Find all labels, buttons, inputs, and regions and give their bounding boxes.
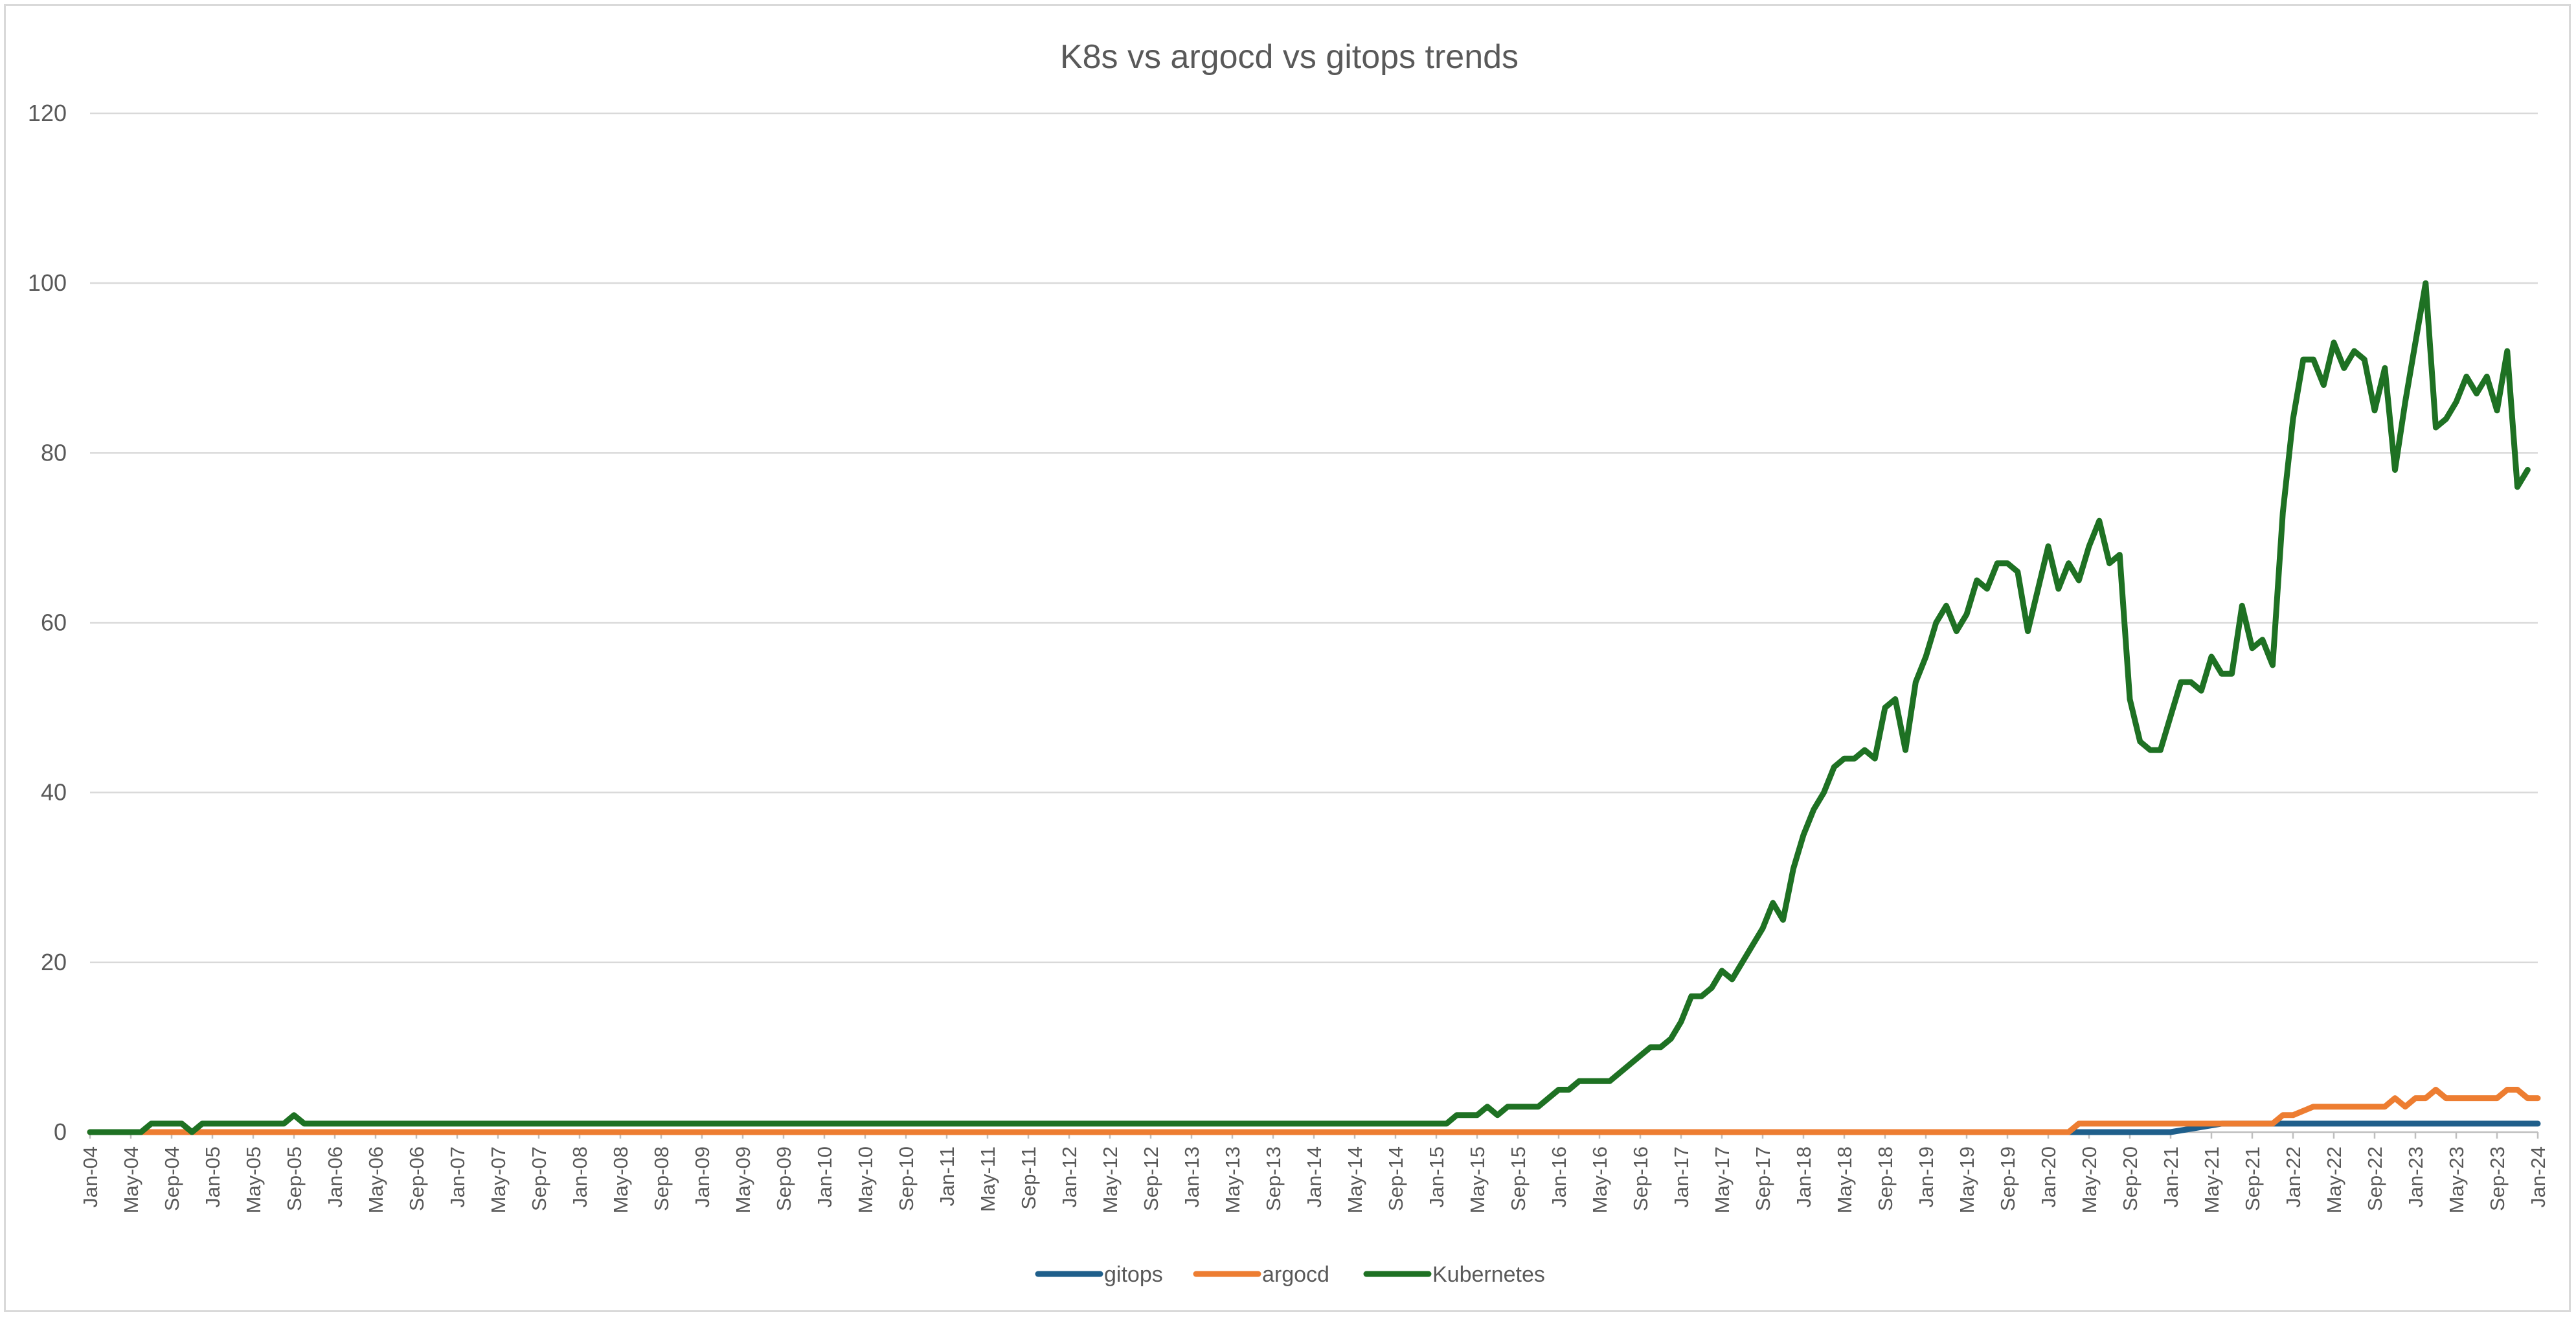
x-tick-label: Sep-16 bbox=[1629, 1146, 1652, 1211]
series-line-argocd bbox=[87, 1087, 2541, 1135]
legend-label-argocd: argocd bbox=[1262, 1262, 1329, 1287]
x-tick-label: Sep-18 bbox=[1874, 1146, 1897, 1211]
x-tick-label: Jan-21 bbox=[2160, 1146, 2182, 1208]
legend-label-gitops: gitops bbox=[1104, 1262, 1163, 1287]
x-tick-label: Jan-11 bbox=[936, 1146, 958, 1207]
legend: gitops argocd Kubernetes bbox=[1035, 1262, 1545, 1287]
x-tick-label: May-15 bbox=[1466, 1146, 1489, 1213]
x-tick-label: May-13 bbox=[1221, 1146, 1244, 1213]
y-tick-label: 120 bbox=[28, 100, 67, 126]
x-tick-label: Jan-09 bbox=[691, 1146, 714, 1208]
x-tick-label: Sep-14 bbox=[1384, 1146, 1407, 1211]
x-tick-label: May-22 bbox=[2323, 1146, 2345, 1213]
y-tick-label: 0 bbox=[54, 1119, 67, 1145]
x-tick-label: May-10 bbox=[854, 1146, 877, 1213]
x-tick-label: Jan-06 bbox=[324, 1146, 346, 1208]
x-tick-label: May-14 bbox=[1344, 1146, 1366, 1213]
y-axis-ticks: 0 20 40 60 80 100 120 bbox=[28, 100, 67, 1145]
x-tick-label: Sep-05 bbox=[283, 1146, 306, 1211]
x-tick-label: Jan-05 bbox=[201, 1146, 224, 1208]
x-tick-label: Jan-20 bbox=[2037, 1146, 2060, 1208]
y-tick-label: 40 bbox=[41, 779, 67, 806]
x-tick-label: May-07 bbox=[487, 1146, 510, 1213]
x-tick-label: May-17 bbox=[1711, 1146, 1734, 1213]
gridlines bbox=[90, 112, 2538, 1133]
chart-frame: K8s vs argocd vs gitops trends 0 20 40 60 80… bbox=[4, 4, 2571, 1312]
x-tick-label: May-08 bbox=[609, 1146, 632, 1213]
x-tick-label: Sep-13 bbox=[1262, 1146, 1285, 1211]
x-tick-label: Jan-23 bbox=[2404, 1146, 2427, 1208]
y-tick-label: 60 bbox=[41, 609, 67, 636]
x-tick-label: Sep-12 bbox=[1140, 1146, 1162, 1211]
x-tick-label: Jan-10 bbox=[813, 1146, 836, 1208]
y-tick-label: 100 bbox=[28, 269, 67, 296]
y-tick-label: 20 bbox=[41, 949, 67, 975]
y-tick-label: 80 bbox=[41, 439, 67, 466]
x-tick-label: Jan-12 bbox=[1058, 1146, 1081, 1208]
x-tick-label: May-06 bbox=[365, 1146, 387, 1213]
x-tick-label: May-05 bbox=[242, 1146, 265, 1213]
x-tick-label: Jan-08 bbox=[569, 1146, 591, 1208]
x-tick-label: May-23 bbox=[2445, 1146, 2468, 1213]
x-tick-label: May-09 bbox=[732, 1146, 754, 1213]
x-tick-label: May-16 bbox=[1588, 1146, 1611, 1213]
x-tick-label: Jan-13 bbox=[1181, 1146, 1203, 1208]
x-tick-label: May-20 bbox=[2078, 1146, 2101, 1213]
x-tick-label: Jan-22 bbox=[2282, 1146, 2305, 1208]
x-tick-label: Sep-22 bbox=[2364, 1146, 2386, 1211]
line-chart: K8s vs argocd vs gitops trends 0 20 40 60 80… bbox=[28, 38, 2549, 1287]
x-tick-label: May-04 bbox=[120, 1146, 142, 1213]
x-tick-label: Jan-14 bbox=[1303, 1146, 1326, 1208]
series-lines bbox=[87, 280, 2541, 1135]
x-tick-label: Sep-08 bbox=[650, 1146, 673, 1211]
x-tick-label: May-11 bbox=[977, 1146, 999, 1212]
x-tick-label: Sep-07 bbox=[528, 1146, 550, 1211]
x-tick-label: Jan-24 bbox=[2527, 1146, 2549, 1208]
x-tick-label: May-12 bbox=[1099, 1146, 1122, 1213]
x-tick-label: Jan-18 bbox=[1792, 1146, 1815, 1208]
series-line-kubernetes bbox=[87, 280, 2531, 1135]
x-tick-label: Sep-06 bbox=[405, 1146, 428, 1211]
x-tick-label: Sep-20 bbox=[2119, 1146, 2141, 1211]
x-axis-ticks: Jan-04 May-04 Sep-04 Jan-05 May-05 Sep-05 Jan-… bbox=[79, 1132, 2549, 1213]
x-tick-label: Jan-04 bbox=[79, 1146, 102, 1208]
x-tick-label: Jan-19 bbox=[1915, 1146, 1938, 1208]
legend-label-kubernetes: Kubernetes bbox=[1432, 1262, 1545, 1287]
x-tick-label: Sep-10 bbox=[895, 1146, 918, 1211]
x-tick-label: May-19 bbox=[1956, 1146, 1978, 1213]
x-tick-label: Sep-09 bbox=[773, 1146, 795, 1211]
x-tick-label: Sep-21 bbox=[2241, 1146, 2264, 1211]
x-tick-label: Sep-15 bbox=[1507, 1146, 1530, 1211]
x-tick-label: Jan-07 bbox=[446, 1146, 469, 1208]
x-tick-label: May-21 bbox=[2200, 1146, 2223, 1213]
x-tick-label: Jan-16 bbox=[1548, 1146, 1570, 1208]
x-tick-label: Jan-15 bbox=[1425, 1146, 1448, 1208]
x-tick-label: Sep-19 bbox=[1996, 1146, 2019, 1211]
x-tick-label: Sep-04 bbox=[161, 1146, 183, 1211]
x-tick-label: Jan-17 bbox=[1670, 1146, 1693, 1208]
chart-title: K8s vs argocd vs gitops trends bbox=[1060, 38, 1519, 76]
x-tick-label: Sep-23 bbox=[2486, 1146, 2509, 1211]
x-tick-label: May-18 bbox=[1833, 1146, 1856, 1213]
x-tick-label: Sep-17 bbox=[1752, 1146, 1774, 1211]
x-tick-label: Sep-11 bbox=[1017, 1146, 1040, 1210]
